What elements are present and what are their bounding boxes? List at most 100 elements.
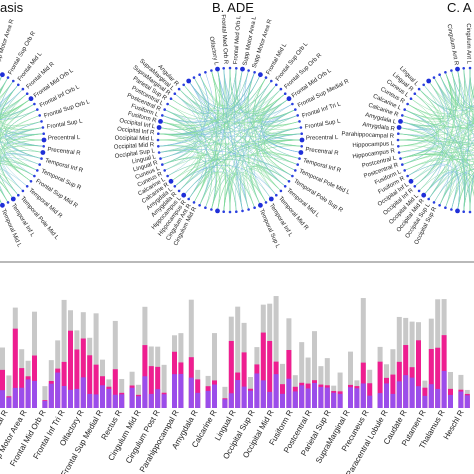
panel-c-title: C. A xyxy=(447,0,472,15)
node xyxy=(21,189,25,193)
edge xyxy=(0,84,19,109)
node xyxy=(468,66,472,70)
region-label: Occipital Mid R xyxy=(114,142,155,151)
edge xyxy=(193,77,249,210)
edge xyxy=(162,115,213,208)
node xyxy=(438,73,441,76)
edge xyxy=(0,127,43,136)
node xyxy=(417,87,421,91)
node xyxy=(275,83,278,87)
edge xyxy=(469,67,474,98)
node xyxy=(33,174,36,178)
edge xyxy=(0,93,28,192)
node xyxy=(0,72,5,78)
edge xyxy=(199,70,219,206)
edge xyxy=(402,106,474,123)
edge xyxy=(445,168,474,208)
region-label: Olfactory L xyxy=(208,36,219,66)
edge xyxy=(428,80,474,136)
node xyxy=(450,208,453,211)
region-label: Hippocampus L xyxy=(352,141,395,149)
node xyxy=(240,66,245,72)
node xyxy=(258,202,263,208)
node xyxy=(235,210,238,213)
bar xyxy=(161,364,167,408)
region-label: Frontal Med Orb L xyxy=(233,15,242,65)
bar xyxy=(377,346,383,408)
edge xyxy=(463,175,474,212)
bar xyxy=(0,347,5,408)
node xyxy=(204,206,207,209)
node xyxy=(247,69,250,72)
bar xyxy=(286,318,292,408)
panel-b-title: B. ADE xyxy=(212,0,254,15)
node xyxy=(17,83,20,87)
node xyxy=(29,180,33,183)
edge xyxy=(0,103,35,117)
node xyxy=(264,76,268,79)
node xyxy=(422,83,426,87)
edge xyxy=(223,68,231,213)
edge xyxy=(160,77,207,159)
node xyxy=(253,71,256,74)
node xyxy=(417,189,421,193)
edge xyxy=(0,98,32,114)
bar xyxy=(178,333,184,408)
node xyxy=(187,197,190,201)
edge xyxy=(0,127,45,141)
bar xyxy=(235,306,241,408)
node xyxy=(298,150,304,155)
node xyxy=(455,208,460,214)
node xyxy=(156,125,162,130)
edge xyxy=(162,115,277,196)
edge xyxy=(174,93,207,200)
region-label: Precentral R xyxy=(305,147,339,157)
edge xyxy=(457,172,474,211)
bar xyxy=(292,375,298,408)
node xyxy=(421,192,427,198)
edges xyxy=(397,67,474,213)
node xyxy=(157,132,160,135)
edge xyxy=(164,88,282,171)
edge xyxy=(0,139,45,153)
bar xyxy=(248,377,253,408)
node xyxy=(41,126,45,129)
bar xyxy=(267,303,273,408)
edge xyxy=(178,153,300,192)
node xyxy=(169,97,173,100)
node xyxy=(198,73,201,76)
region-label: Occipital Sup L xyxy=(115,148,156,160)
node xyxy=(158,119,163,124)
node xyxy=(6,201,10,204)
node xyxy=(397,145,400,148)
node xyxy=(228,210,232,214)
edge xyxy=(463,68,474,121)
node xyxy=(296,114,300,117)
node xyxy=(166,174,169,178)
node xyxy=(264,201,268,204)
edge xyxy=(170,84,277,182)
edge xyxy=(423,84,474,146)
edge xyxy=(217,145,302,211)
node xyxy=(42,145,45,148)
edge xyxy=(0,109,38,120)
node xyxy=(204,71,207,74)
edge xyxy=(0,84,19,103)
bar xyxy=(299,342,305,408)
node xyxy=(406,102,409,106)
edge xyxy=(451,70,474,114)
edge xyxy=(0,103,35,121)
node xyxy=(42,132,45,135)
edge xyxy=(0,109,38,137)
edge xyxy=(0,157,40,203)
edge xyxy=(240,70,255,106)
node xyxy=(177,189,181,193)
edge xyxy=(407,117,474,177)
node xyxy=(161,114,164,117)
bar xyxy=(273,296,279,408)
bar xyxy=(348,351,353,408)
bar xyxy=(464,389,470,408)
node xyxy=(28,96,34,102)
edge xyxy=(0,77,9,94)
node xyxy=(283,92,287,95)
